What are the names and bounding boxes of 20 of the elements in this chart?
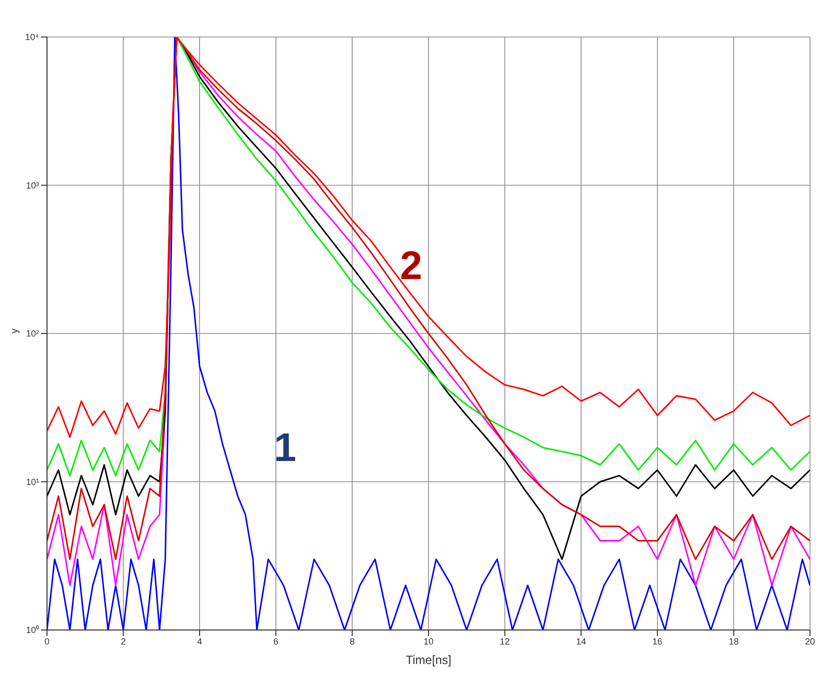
x-tick-label: 10: [423, 636, 434, 646]
y-tick-label: 10¹: [26, 476, 39, 487]
y-tick-label: 10²: [26, 328, 39, 339]
x-tick-label: 12: [500, 636, 510, 646]
y-tick-label: 10⁴: [25, 32, 40, 42]
x-axis-title: Time[ns]: [406, 653, 452, 667]
x-tick-label: 14: [576, 636, 586, 646]
y-tick-label: 10³: [26, 180, 39, 190]
x-tick-label: 2: [120, 636, 126, 646]
annotation: 2: [400, 244, 422, 288]
x-tick-label: 18: [728, 636, 739, 646]
x-tick-label: 0: [44, 636, 50, 646]
y-axis-title: y: [10, 328, 21, 334]
x-tick-label: 6: [273, 636, 278, 646]
x-tick-label: 16: [652, 636, 662, 646]
annotation: 1: [274, 426, 296, 470]
x-tick-label: 8: [350, 636, 355, 646]
x-tick-label: 4: [197, 636, 202, 646]
y-tick-label: 10⁰: [26, 625, 39, 636]
x-tick-label: 20: [804, 636, 816, 646]
